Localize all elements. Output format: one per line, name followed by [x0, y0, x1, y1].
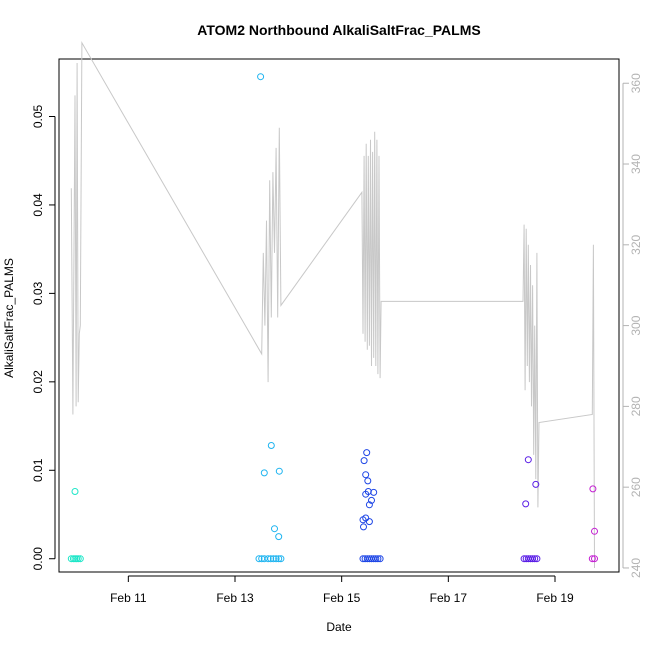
data-point [365, 501, 373, 509]
data-point [275, 467, 283, 475]
data-point [529, 555, 537, 563]
y2-tick-label: 240 [629, 558, 643, 578]
data-point [257, 73, 265, 81]
data-point [359, 516, 367, 524]
data-point [589, 485, 597, 493]
data-point [531, 555, 539, 563]
data-point [372, 555, 380, 563]
data-point [591, 527, 598, 535]
data-point [76, 555, 84, 563]
y2-tick-label: 260 [629, 477, 643, 497]
data-point [362, 471, 370, 479]
y-axis-label: AlkaliSaltFrac_PALMS [2, 258, 16, 378]
data-point [360, 523, 367, 531]
data-point [74, 555, 82, 563]
data-point [67, 555, 75, 563]
data-point [269, 555, 277, 563]
data-point [376, 555, 384, 563]
line-layer [70, 40, 595, 569]
data-point [364, 477, 372, 485]
x-tick-label: Feb 13 [216, 591, 254, 605]
data-point [277, 555, 285, 563]
data-point [374, 555, 382, 563]
y-tick-label: 0.05 [31, 104, 45, 128]
data-point [271, 525, 278, 533]
data-point [275, 533, 283, 541]
data-point [533, 555, 541, 563]
y-tick-label: 0.03 [31, 281, 45, 305]
data-point [588, 555, 596, 563]
data-point [264, 555, 272, 563]
data-point [522, 500, 530, 508]
data-point [524, 456, 532, 464]
x-tick-label: Feb 17 [430, 591, 468, 605]
data-point [362, 490, 370, 498]
x-tick-label: Feb 11 [110, 591, 147, 605]
data-point [532, 480, 540, 488]
y2-tick-label: 360 [629, 73, 643, 93]
data-point [71, 488, 79, 495]
y2-tick-label: 320 [629, 234, 643, 254]
y-tick-label: 0.02 [31, 370, 45, 394]
data-point [272, 555, 280, 563]
chart-title: ATOM2 Northbound AlkaliSaltFrac_PALMS [197, 22, 480, 38]
data-point [591, 555, 598, 563]
points-layer [67, 73, 598, 563]
x-tick-label: Feb 15 [323, 591, 361, 605]
data-point [260, 469, 268, 477]
data-point [363, 449, 371, 457]
plot-frame [58, 58, 620, 573]
data-point [267, 442, 275, 449]
x-axis-label: Date [326, 620, 352, 634]
series-line [70, 40, 595, 569]
data-point [368, 496, 375, 504]
axes-layer: Feb 11 Feb 13 Feb 15 Feb 17 Feb 19 0.00 0.01 0.… [31, 73, 643, 605]
y-tick-label: 0.00 [31, 547, 45, 571]
data-point [365, 518, 373, 526]
y-tick-label: 0.01 [31, 458, 45, 482]
y2-tick-label: 300 [629, 315, 643, 335]
data-point [360, 457, 368, 465]
data-point [267, 555, 275, 563]
x-tick-label: Feb 19 [536, 591, 574, 605]
data-point [370, 488, 378, 496]
y-tick-label: 0.04 [31, 193, 45, 217]
y2-tick-label: 280 [629, 396, 643, 416]
data-point [255, 555, 263, 563]
y2-tick-label: 340 [629, 154, 643, 174]
data-point [275, 555, 283, 563]
